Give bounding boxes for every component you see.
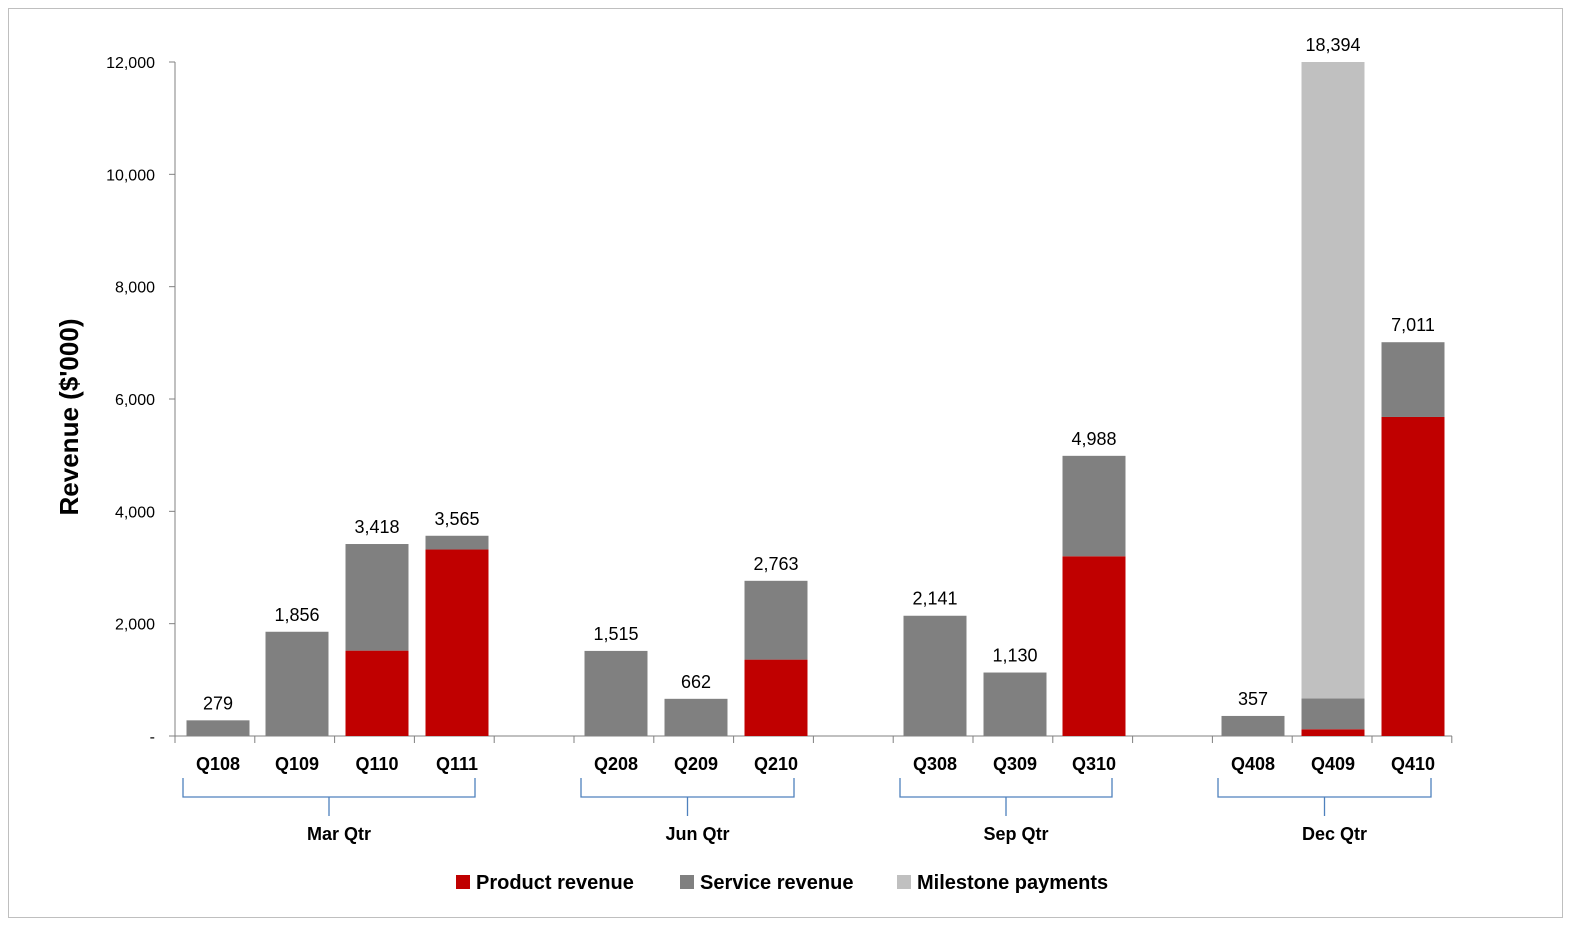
group-bracket — [182, 778, 476, 816]
x-tick-label: Q209 — [674, 754, 718, 774]
data-label: 1,515 — [593, 624, 638, 644]
y-tick-label: 12,000 — [106, 55, 155, 72]
bar-service-revenue — [345, 544, 409, 651]
group-bracket — [1217, 778, 1432, 816]
data-label: 7,011 — [1391, 315, 1435, 335]
x-tick-label: Q310 — [1072, 754, 1116, 774]
bar-service-revenue — [1381, 342, 1445, 417]
data-label: 357 — [1238, 689, 1268, 709]
bar-service-revenue — [1221, 715, 1285, 736]
bar-service-revenue — [1301, 698, 1365, 730]
data-label: 279 — [203, 693, 233, 713]
data-label: 18,394 — [1305, 35, 1360, 55]
bar-service-revenue — [983, 672, 1047, 736]
bar-service-revenue — [664, 698, 728, 736]
legend-label: Milestone payments — [917, 872, 1108, 894]
y-tick-label: 8,000 — [115, 280, 155, 297]
legend-swatch — [680, 875, 694, 889]
bar-service-revenue — [265, 631, 329, 736]
bar-milestone-payments — [1301, 62, 1365, 699]
bar-service-revenue — [903, 615, 967, 736]
bar-service-revenue — [425, 535, 489, 550]
y-tick-label: 6,000 — [115, 392, 155, 409]
x-tick-label: Q408 — [1231, 754, 1275, 774]
x-tick-label: Q111 — [436, 754, 478, 774]
data-label: 4,988 — [1071, 429, 1116, 449]
group-label: Jun Qtr — [665, 824, 729, 844]
bar-service-revenue — [1062, 455, 1126, 557]
x-tick-label: Q108 — [196, 754, 240, 774]
y-tick-label: 10,000 — [106, 167, 155, 184]
x-tick-label: Q409 — [1311, 754, 1355, 774]
x-tick-label: Q210 — [754, 754, 798, 774]
data-label: 3,418 — [354, 517, 399, 537]
bar-product-revenue — [1381, 416, 1445, 736]
x-tick-label: Q309 — [993, 754, 1037, 774]
x-tick-label: Q410 — [1391, 754, 1435, 774]
x-tick-label: Q208 — [594, 754, 638, 774]
data-label: 662 — [681, 672, 711, 692]
legend-swatch — [456, 875, 470, 889]
x-tick-label: Q308 — [913, 754, 957, 774]
data-label: 1,130 — [992, 646, 1037, 666]
data-label: 2,141 — [912, 589, 957, 609]
bar-product-revenue — [1301, 729, 1365, 736]
legend-swatch — [897, 875, 911, 889]
y-tick-label: 2,000 — [115, 617, 155, 634]
bar-product-revenue — [1062, 556, 1126, 736]
x-tick-label: Q109 — [275, 754, 319, 774]
bar-product-revenue — [744, 659, 808, 736]
bar-service-revenue — [186, 720, 250, 736]
bar-product-revenue — [425, 549, 489, 736]
chart-frame — [8, 8, 1563, 918]
group-label: Dec Qtr — [1302, 824, 1367, 844]
legend-label: Service revenue — [700, 872, 853, 894]
data-label: 3,565 — [434, 509, 479, 529]
bar-service-revenue — [744, 580, 808, 660]
y-tick-label: - — [150, 729, 155, 746]
x-tick-label: Q110 — [355, 754, 398, 774]
data-label: 1,856 — [274, 605, 319, 625]
y-tick-label: 4,000 — [115, 504, 155, 521]
group-label: Mar Qtr — [307, 824, 371, 844]
y-axis-label: Revenue ($'000) — [54, 319, 84, 516]
group-label: Sep Qtr — [983, 824, 1048, 844]
bar-service-revenue — [584, 650, 648, 736]
data-label: 2,763 — [753, 554, 798, 574]
group-bracket — [899, 778, 1113, 816]
bar-product-revenue — [345, 650, 409, 736]
legend-label: Product revenue — [476, 872, 634, 894]
group-bracket — [580, 778, 795, 816]
